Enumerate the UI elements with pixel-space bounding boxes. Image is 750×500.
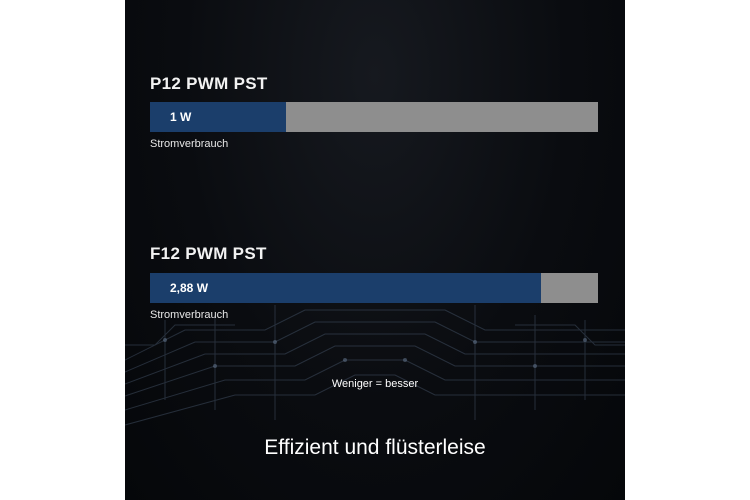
metric-label: Stromverbrauch xyxy=(150,309,229,321)
chart-panel: P12 PWM PST 1 W Stromverbrauch F12 PWM P… xyxy=(125,0,625,500)
bar-value-label: 2,88 W xyxy=(170,281,209,295)
bar-track: 2,88 W xyxy=(150,273,598,303)
tagline: Effizient und flüsterleise xyxy=(264,436,486,459)
bar-value-label: 1 W xyxy=(170,110,192,124)
product-title: F12 PWM PST xyxy=(150,244,267,263)
bar-track: 1 W xyxy=(150,102,598,132)
bar-fill xyxy=(150,273,541,303)
comparison-note: Weniger = besser xyxy=(331,378,419,390)
metric-label: Stromverbrauch xyxy=(150,138,229,150)
bar-fill xyxy=(150,102,286,132)
product-title: P12 PWM PST xyxy=(150,74,268,93)
circuit-background xyxy=(125,305,625,426)
